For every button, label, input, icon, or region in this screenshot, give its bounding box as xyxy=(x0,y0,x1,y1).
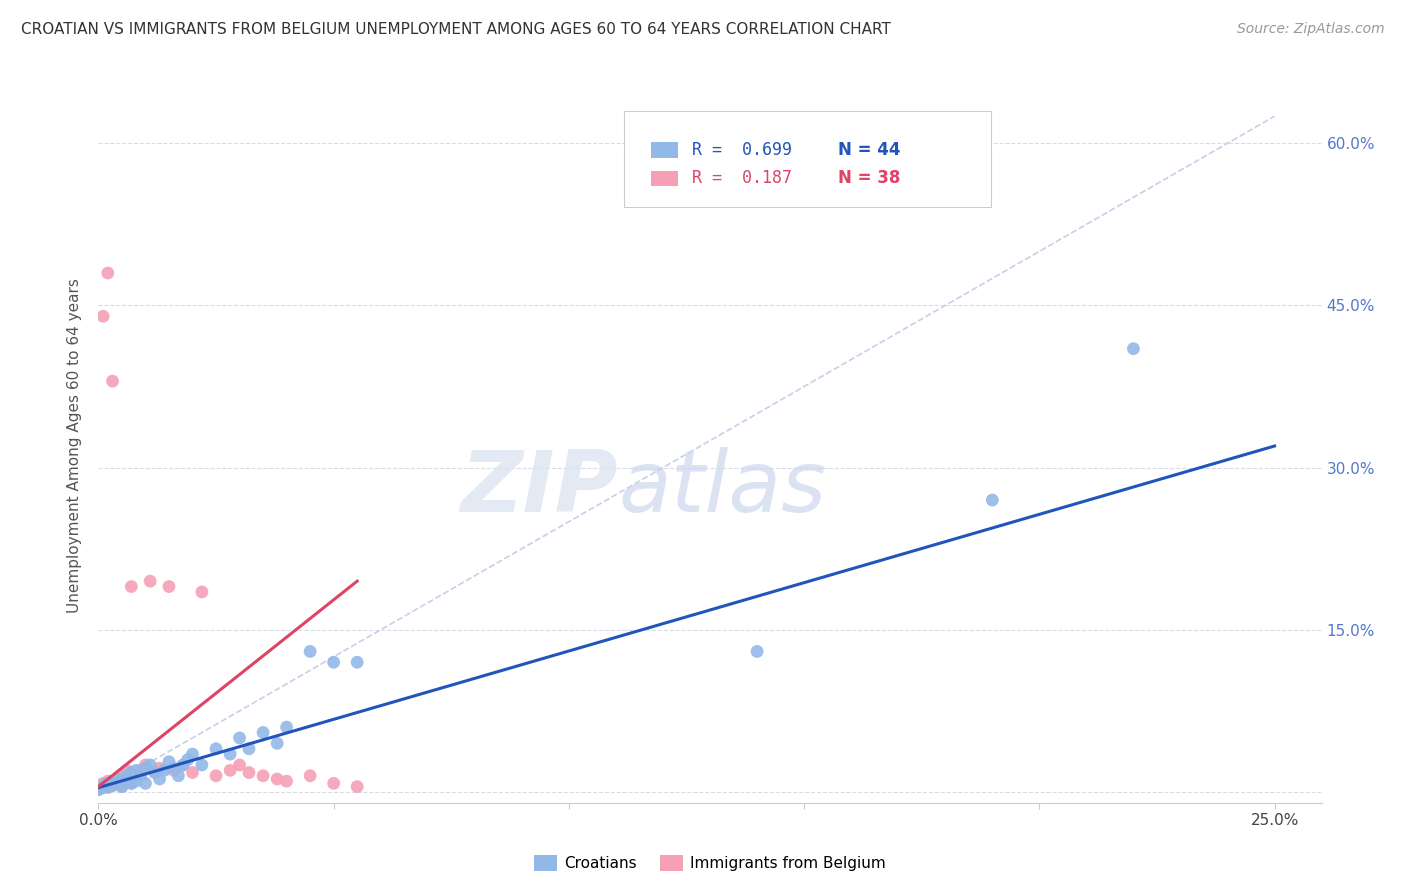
Point xyxy=(115,774,138,789)
Point xyxy=(87,782,110,797)
Point xyxy=(125,764,148,778)
Point xyxy=(219,747,242,761)
Point xyxy=(91,780,114,794)
Point xyxy=(129,764,152,778)
Point xyxy=(125,769,148,783)
Point xyxy=(111,774,134,789)
Point xyxy=(139,574,162,589)
Text: ZIP: ZIP xyxy=(461,447,619,531)
Point xyxy=(177,753,200,767)
Point xyxy=(745,644,768,658)
Point xyxy=(157,755,180,769)
Point xyxy=(91,780,114,795)
Point xyxy=(105,772,128,786)
Point xyxy=(167,769,190,783)
Point xyxy=(101,779,124,793)
Point xyxy=(120,580,142,594)
Point xyxy=(97,776,120,790)
Point xyxy=(163,761,186,775)
Text: R =  0.699: R = 0.699 xyxy=(692,141,792,159)
Point xyxy=(205,741,228,756)
Y-axis label: Unemployment Among Ages 60 to 64 years: Unemployment Among Ages 60 to 64 years xyxy=(67,278,83,614)
Point xyxy=(111,780,134,794)
Point xyxy=(101,779,124,793)
Point xyxy=(299,644,322,658)
Text: N = 44: N = 44 xyxy=(838,141,901,159)
Point xyxy=(134,761,156,775)
Point xyxy=(191,758,214,772)
Point xyxy=(125,774,148,789)
Point xyxy=(322,776,344,790)
Point xyxy=(228,731,250,745)
Point xyxy=(157,580,180,594)
Point xyxy=(191,585,214,599)
Point xyxy=(153,764,176,778)
Point xyxy=(252,769,274,783)
Point xyxy=(1122,342,1144,356)
Point xyxy=(134,776,156,790)
Point xyxy=(143,765,166,780)
Legend: Croatians, Immigrants from Belgium: Croatians, Immigrants from Belgium xyxy=(527,849,893,877)
Point xyxy=(111,780,134,794)
Text: CROATIAN VS IMMIGRANTS FROM BELGIUM UNEMPLOYMENT AMONG AGES 60 TO 64 YEARS CORRE: CROATIAN VS IMMIGRANTS FROM BELGIUM UNEM… xyxy=(21,22,891,37)
Point xyxy=(87,781,110,796)
Text: R =  0.187: R = 0.187 xyxy=(692,169,792,187)
Point xyxy=(238,765,260,780)
Point xyxy=(129,769,152,783)
Text: Source: ZipAtlas.com: Source: ZipAtlas.com xyxy=(1237,22,1385,37)
Point xyxy=(111,769,134,783)
Point xyxy=(120,765,142,780)
Point xyxy=(91,776,114,790)
Point xyxy=(181,747,204,761)
Text: N = 38: N = 38 xyxy=(838,169,901,187)
Point xyxy=(91,310,114,324)
Point xyxy=(115,769,138,783)
Point xyxy=(143,765,166,780)
Point xyxy=(252,725,274,739)
Point xyxy=(97,774,120,789)
Point xyxy=(134,758,156,772)
Point xyxy=(115,772,138,786)
Point xyxy=(346,780,368,794)
Point xyxy=(115,764,138,778)
Point xyxy=(322,655,344,669)
Point xyxy=(276,720,298,734)
Point xyxy=(172,758,194,772)
Point xyxy=(228,758,250,772)
Text: atlas: atlas xyxy=(619,447,827,531)
Point xyxy=(149,772,172,786)
Point xyxy=(101,374,124,388)
Point xyxy=(101,774,124,789)
Point xyxy=(105,776,128,790)
Point xyxy=(97,780,120,794)
Point xyxy=(120,776,142,790)
Point xyxy=(97,266,120,280)
Point xyxy=(276,774,298,789)
Point xyxy=(105,776,128,790)
Point xyxy=(97,780,120,795)
Point xyxy=(181,765,204,780)
Point xyxy=(105,772,128,786)
Point xyxy=(205,769,228,783)
Point xyxy=(238,741,260,756)
Point xyxy=(139,758,162,772)
Point xyxy=(163,764,186,778)
Point xyxy=(346,655,368,669)
FancyBboxPatch shape xyxy=(624,111,991,207)
Point xyxy=(172,758,194,772)
FancyBboxPatch shape xyxy=(651,142,678,158)
Point xyxy=(91,779,114,793)
Point xyxy=(981,493,1004,508)
Point xyxy=(219,764,242,778)
Point xyxy=(266,736,288,750)
Point xyxy=(149,761,172,775)
Point xyxy=(299,769,322,783)
Point xyxy=(266,772,288,786)
Point xyxy=(120,776,142,790)
FancyBboxPatch shape xyxy=(651,170,678,186)
